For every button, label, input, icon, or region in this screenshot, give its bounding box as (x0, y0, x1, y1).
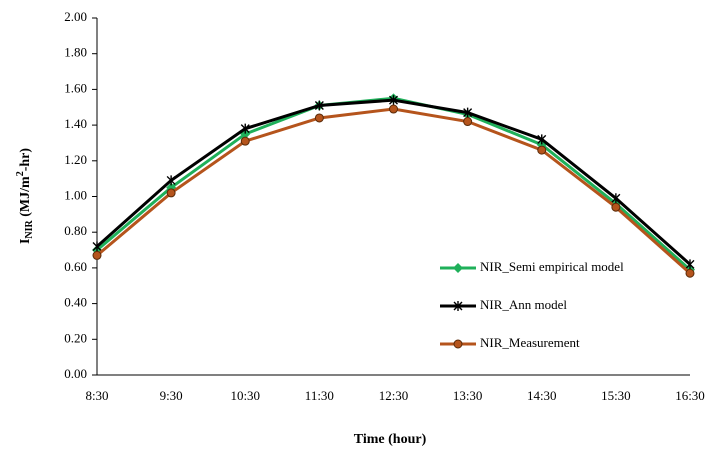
y-tick-label: 1.80 (64, 45, 87, 60)
y-tick-label: 2.00 (64, 9, 87, 24)
legend-label: NIR_Semi empirical model (480, 259, 624, 274)
legend-label: NIR_Ann model (480, 297, 567, 312)
y-tick-label: 0.00 (64, 366, 87, 381)
data-point (686, 269, 694, 277)
chart: Time (hour) INIR (MJ/m2-hr) 0.000.200.40… (0, 0, 708, 454)
x-axis-title: Time (hour) (354, 432, 427, 447)
x-tick-label: 10:30 (230, 388, 260, 403)
x-tick-label: 16:30 (675, 388, 705, 403)
y-tick-label: 1.00 (64, 187, 87, 202)
y-tick-label: 1.60 (64, 80, 87, 95)
y-tick-label: 0.40 (64, 295, 87, 310)
data-point (538, 146, 546, 154)
x-tick-label: 13:30 (453, 388, 483, 403)
data-point (464, 118, 472, 126)
y-tick-label: 0.20 (64, 330, 87, 345)
y-title-part: (MJ/m (18, 176, 33, 220)
y-tick-label: 0.80 (64, 223, 87, 238)
legend-marker (454, 340, 462, 348)
y-title-sub: NIR (24, 219, 35, 238)
y-tick-label: 1.40 (64, 116, 87, 131)
x-tick-label: 12:30 (379, 388, 409, 403)
data-point (93, 251, 101, 259)
data-point (315, 114, 323, 122)
y-tick-label: 0.60 (64, 259, 87, 274)
background (0, 0, 708, 454)
data-point (167, 189, 175, 197)
x-tick-label: 11:30 (305, 388, 334, 403)
x-tick-label: 8:30 (85, 388, 108, 403)
y-tick-label: 1.20 (64, 152, 87, 167)
y-title-part: -hr) (18, 148, 33, 172)
x-tick-label: 9:30 (160, 388, 183, 403)
data-point (612, 203, 620, 211)
data-point (241, 137, 249, 145)
data-point (390, 105, 398, 113)
x-tick-label: 14:30 (527, 388, 557, 403)
x-tick-label: 15:30 (601, 388, 631, 403)
legend-label: NIR_Measurement (480, 335, 580, 350)
